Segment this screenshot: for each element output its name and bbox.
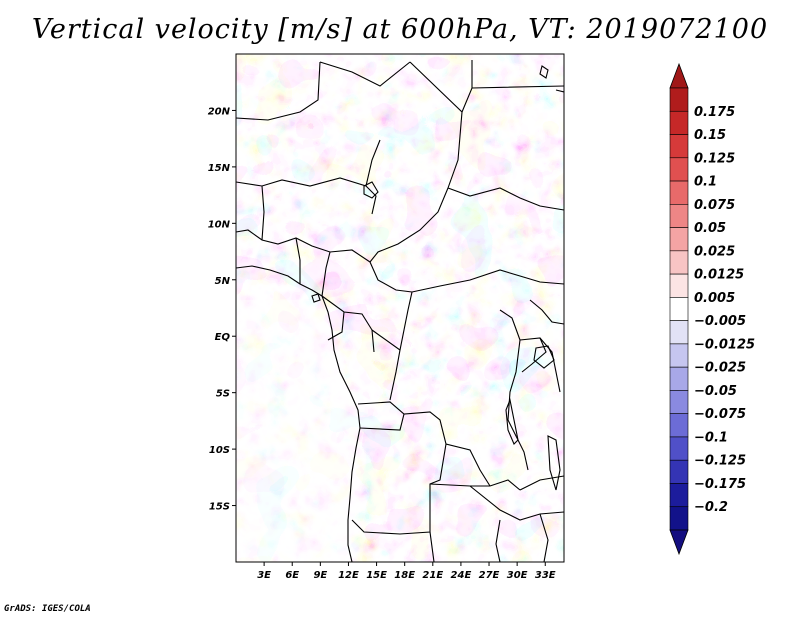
colorbar-segment <box>669 87 689 112</box>
colorbar-segment <box>669 320 689 345</box>
colorbar-label: 0.125 <box>694 151 735 166</box>
colorbar-segment <box>669 413 689 438</box>
lon-tick-label: 27E <box>479 570 500 581</box>
colorbar-segment <box>669 297 689 321</box>
lon-tick-label: 24E <box>451 570 472 581</box>
colorbar-segment <box>669 110 689 135</box>
colorbar-label: 0.075 <box>694 198 735 213</box>
lon-tick-label: 33E <box>535 570 556 581</box>
colorbar-segment <box>669 250 689 275</box>
lat-tick-label: 5N <box>215 276 231 287</box>
lat-tick-label: 10S <box>209 445 230 456</box>
colorbar-segment <box>669 227 689 252</box>
lat-tick-label: 20N <box>208 106 231 117</box>
colorbar-top-arrow <box>669 62 689 89</box>
colorbar-segment <box>669 366 689 391</box>
colorbar-label: 0.025 <box>694 244 735 259</box>
colorbar-bottom-arrow <box>669 529 689 556</box>
grads-credit: GrADS: IGES/COLA <box>4 604 91 614</box>
colorbar-segment <box>669 273 689 298</box>
lon-tick-label: 30E <box>507 570 528 581</box>
colorbar-label: −0.0125 <box>694 337 755 352</box>
lon-tick-label: 21E <box>422 570 443 581</box>
colorbar-segment <box>669 134 689 159</box>
lat-tick-label: 15S <box>209 502 230 513</box>
colorbar-label: −0.025 <box>694 361 746 376</box>
lon-tick-label: 18E <box>394 570 415 581</box>
colorbar-label: 0.175 <box>694 105 735 120</box>
latitude-axis: 20N 15N 10N 5N EQ 5S 10S 15S <box>208 106 236 513</box>
colorbar-label: 0.15 <box>694 128 726 143</box>
colorbar-label: −0.005 <box>694 314 746 329</box>
lon-tick-label: 9E <box>313 570 327 581</box>
colorbar-segment <box>669 204 689 228</box>
lon-tick-label: 15E <box>366 570 387 581</box>
colorbar: 0.175 0.15 0.125 0.1 0.075 0.05 0.025 0.0125 0.0… <box>669 62 755 556</box>
country-borders <box>236 60 564 562</box>
colorbar-segment <box>669 506 689 531</box>
colorbar-label: −0.175 <box>694 477 746 492</box>
longitude-axis: 3E 6E 9E 12E 15E 18E 21E 24E 27E 30E 33E <box>257 562 556 581</box>
colorbar-label: 0.0125 <box>694 268 744 283</box>
lon-tick-label: 6E <box>285 570 299 581</box>
colorbar-label: −0.1 <box>694 430 728 445</box>
map-frame <box>235 53 565 563</box>
lat-tick-label: 15N <box>208 163 231 174</box>
colorbar-segment <box>669 180 689 205</box>
lat-tick-label: 10N <box>208 219 231 230</box>
colorbar-segment <box>669 436 689 461</box>
colorbar-label: −0.05 <box>694 384 737 399</box>
colorbar-label: 0.005 <box>694 291 735 306</box>
plot-title: Vertical velocity [m/s] at 600hPa, VT: 2… <box>31 14 769 45</box>
lon-tick-label: 3E <box>257 570 271 581</box>
colorbar-segment <box>669 390 689 414</box>
colorbar-segment <box>669 343 689 368</box>
velocity-field <box>236 54 564 562</box>
colorbar-label: −0.2 <box>694 500 728 515</box>
lat-tick-label: EQ <box>215 332 231 343</box>
lat-tick-label: 5S <box>216 389 230 400</box>
colorbar-label: −0.125 <box>694 454 746 469</box>
colorbar-label: −0.075 <box>694 407 746 422</box>
lon-tick-label: 12E <box>338 570 359 581</box>
colorbar-segment <box>669 157 689 182</box>
colorbar-segment <box>669 459 689 484</box>
colorbar-label: 0.1 <box>694 175 717 190</box>
colorbar-segment <box>669 483 689 508</box>
colorbar-label: 0.05 <box>694 221 726 236</box>
